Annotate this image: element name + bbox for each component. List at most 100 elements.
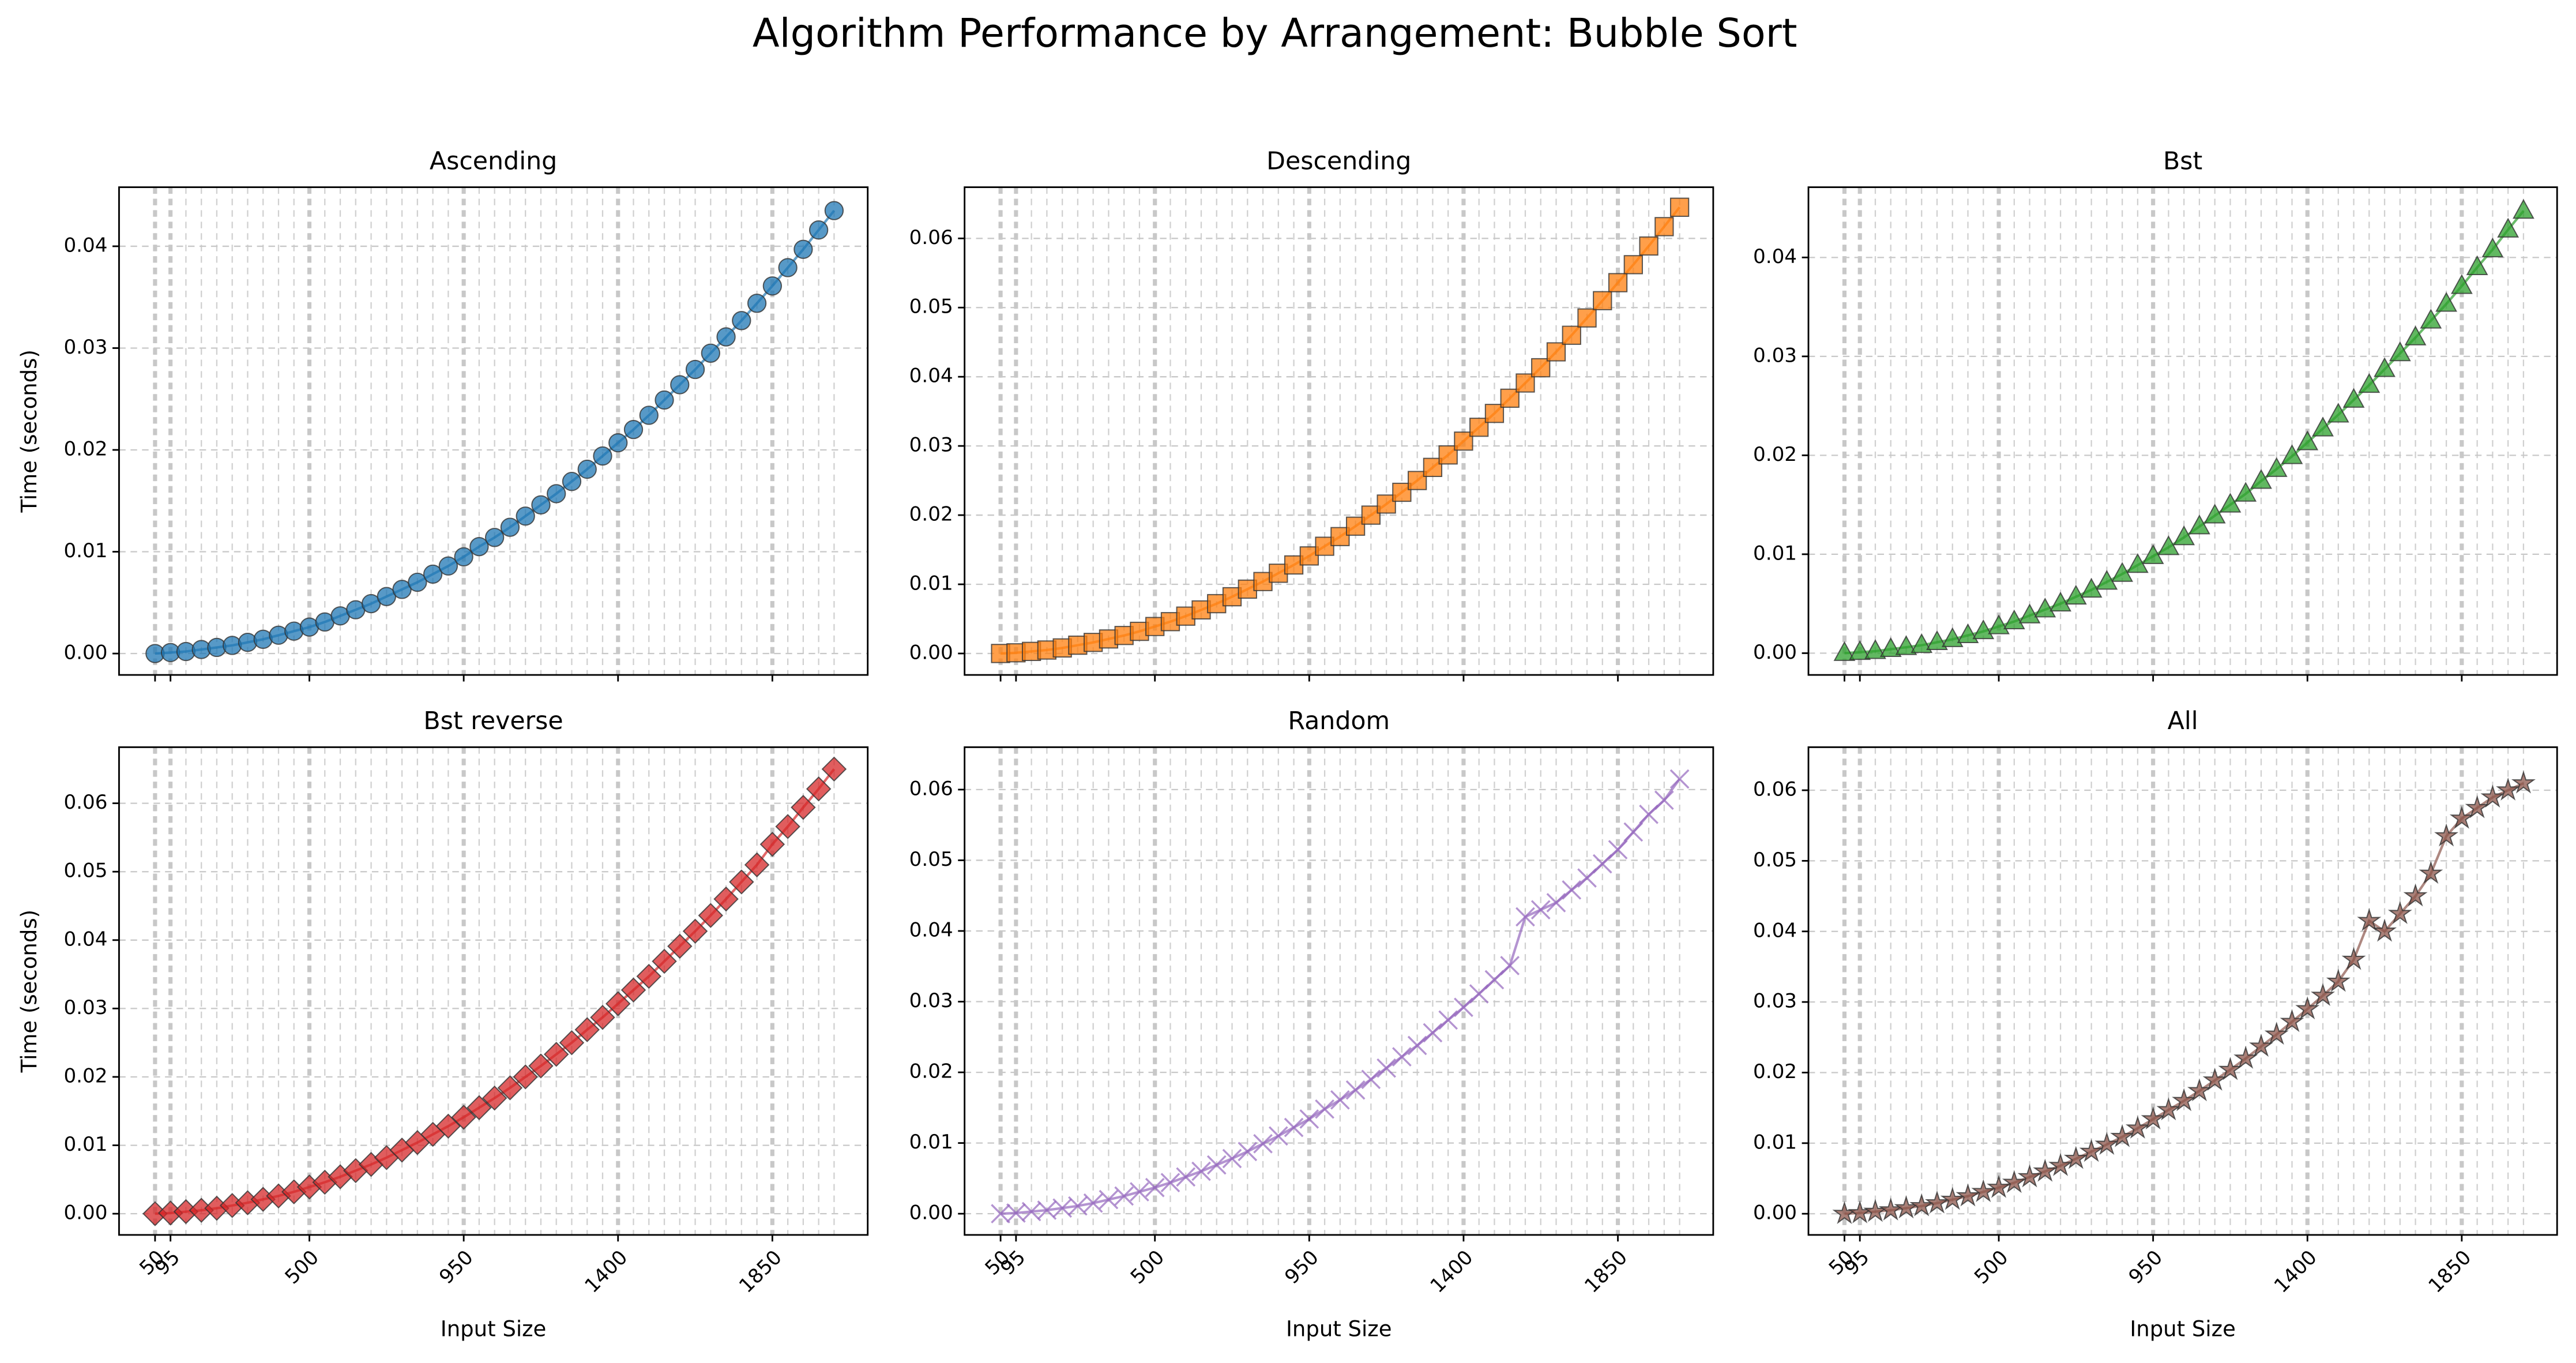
data-point — [562, 472, 582, 491]
data-point — [1878, 1197, 1903, 1221]
data-point — [1879, 637, 1902, 658]
data-point — [593, 446, 612, 466]
y-tick-label: 0.03 — [909, 434, 953, 457]
data-point — [1006, 1203, 1026, 1223]
data-point — [2094, 1132, 2119, 1155]
data-point — [1191, 600, 1211, 620]
data-point — [1608, 840, 1628, 859]
data-point — [1268, 1126, 1288, 1146]
data-point — [1654, 790, 1674, 810]
y-tick-label: 0.06 — [1753, 778, 1797, 801]
data-point — [2063, 1146, 2088, 1169]
data-point — [497, 1075, 523, 1101]
data-point — [605, 991, 631, 1016]
plot-frame — [964, 186, 1714, 676]
y-tick-label: 0.03 — [909, 989, 953, 1012]
data-point — [1593, 291, 1612, 310]
data-point — [1222, 587, 1242, 607]
subplot-title: Random — [1288, 707, 1390, 735]
data-point — [2295, 996, 2320, 1020]
data-point — [2389, 341, 2411, 362]
data-point — [435, 1113, 461, 1139]
data-point — [1577, 308, 1597, 328]
data-point — [531, 495, 551, 515]
data-point — [2357, 908, 2382, 932]
data-point — [1377, 1058, 1396, 1078]
data-point — [1911, 633, 1933, 654]
data-point — [590, 1005, 615, 1030]
data-point — [1083, 1193, 1103, 1213]
data-point — [1222, 1148, 1242, 1169]
data-point — [1407, 1035, 1427, 1056]
data-point — [2281, 444, 2303, 464]
y-tick-label: 0.00 — [1753, 641, 1797, 664]
data-point — [500, 517, 520, 537]
subplot-title: Bst reverse — [423, 707, 563, 735]
y-tick-label: 0.01 — [909, 1131, 953, 1154]
data-point — [1361, 1069, 1381, 1090]
y-tick-label: 0.03 — [1753, 990, 1797, 1013]
data-point — [2327, 403, 2349, 423]
data-point — [1114, 1186, 1134, 1206]
y-tick-label: 0.01 — [1753, 542, 1797, 565]
x-axis-label: Input Size — [1286, 1317, 1392, 1342]
data-point — [1895, 635, 1917, 655]
data-point — [698, 903, 724, 928]
data-point — [2188, 514, 2210, 535]
y-tick-label: 0.02 — [909, 503, 953, 526]
data-point — [2125, 1116, 2150, 1139]
y-tick-label: 0.00 — [63, 1201, 107, 1225]
data-point — [1345, 1080, 1366, 1100]
data-point — [1299, 546, 1319, 566]
data-point — [1562, 880, 1582, 900]
y-axis-label: Time (seconds) — [17, 910, 42, 1073]
data-point — [729, 869, 754, 895]
data-point — [1925, 1190, 1950, 1214]
data-point — [808, 220, 829, 240]
data-point — [1608, 273, 1628, 292]
data-point — [2342, 388, 2365, 408]
x-axis-label: Input Size — [441, 1317, 547, 1342]
data-point — [1530, 900, 1551, 920]
x-tick-label: 950 — [1280, 1246, 1323, 1289]
data-point — [2481, 237, 2504, 258]
data-point — [1068, 635, 1088, 655]
data-point — [1006, 643, 1026, 663]
data-point — [2374, 357, 2396, 377]
data-point — [2480, 784, 2505, 808]
data-point — [2419, 861, 2443, 884]
data-point — [1423, 1023, 1443, 1043]
x-tick-label: 1400 — [2270, 1246, 2322, 1298]
series-line — [1844, 782, 2524, 1215]
data-point — [1207, 594, 1227, 614]
data-point — [2202, 1067, 2227, 1091]
data-point — [806, 776, 832, 802]
data-point — [469, 537, 489, 557]
data-point — [451, 1105, 476, 1130]
y-tick-label: 0.04 — [63, 234, 107, 257]
data-point — [2003, 609, 2025, 630]
y-tick-label: 0.00 — [909, 641, 953, 664]
data-point — [1037, 640, 1057, 660]
data-point — [2465, 795, 2489, 818]
data-point — [1191, 1161, 1211, 1181]
data-point — [2018, 603, 2041, 624]
plot-frame — [118, 186, 869, 676]
data-point — [1392, 1047, 1412, 1067]
data-point — [639, 405, 659, 425]
y-tick-label: 0.05 — [909, 848, 953, 871]
data-point — [1438, 1010, 1458, 1030]
y-tick-label: 0.04 — [1753, 245, 1797, 268]
data-point — [2265, 457, 2288, 477]
data-point — [652, 948, 677, 974]
y-tick-label: 0.04 — [63, 928, 107, 951]
data-point — [1623, 822, 1644, 842]
data-point — [2048, 1152, 2073, 1176]
data-point — [1546, 342, 1566, 362]
data-point — [1392, 482, 1412, 502]
data-point — [2017, 1164, 2042, 1188]
data-point — [1084, 633, 1103, 652]
data-point — [1299, 1109, 1319, 1129]
data-point — [2326, 968, 2351, 992]
